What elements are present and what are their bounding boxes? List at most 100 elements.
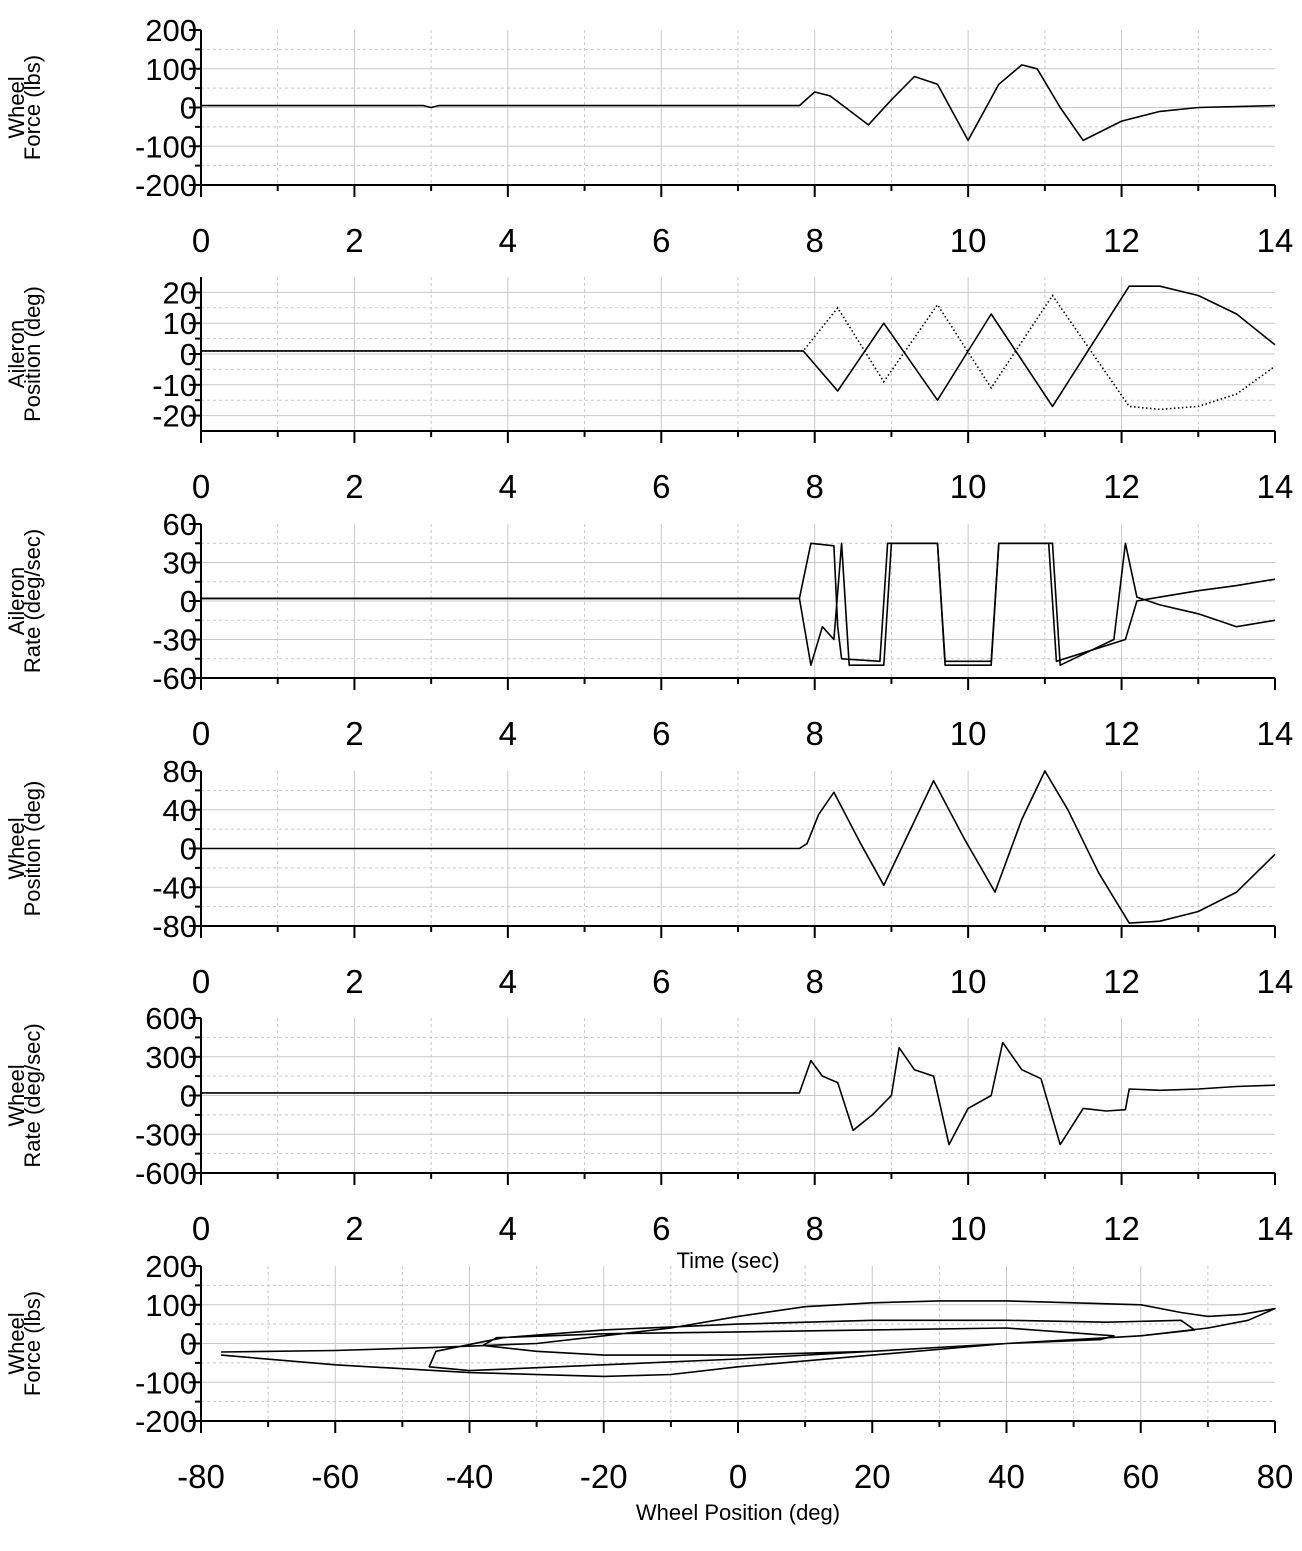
x-tick-label: 2 bbox=[345, 715, 363, 752]
y-axis-label: Wheel bbox=[4, 76, 29, 138]
x-tick-label: 0 bbox=[192, 715, 210, 752]
y-tick-label: 300 bbox=[145, 1040, 197, 1075]
y-tick-label: 0 bbox=[180, 584, 197, 619]
x-tick-label: 14 bbox=[1257, 222, 1294, 259]
series-line-1 bbox=[221, 1300, 1276, 1378]
x-axis-label: Time (sec) bbox=[676, 1248, 779, 1273]
y-axis-label: Aileron bbox=[4, 320, 29, 388]
series-line-1 bbox=[201, 1041, 1276, 1146]
x-tick-label: 6 bbox=[652, 963, 670, 1000]
x-tick-label: 0 bbox=[192, 222, 210, 259]
x-tick-label: 6 bbox=[652, 468, 670, 505]
x-tick-label: 4 bbox=[499, 715, 517, 752]
x-tick-label: 8 bbox=[806, 963, 824, 1000]
series-line-2 bbox=[201, 294, 1276, 411]
x-tick-label: 14 bbox=[1257, 715, 1294, 752]
x-tick-label: 12 bbox=[1103, 963, 1140, 1000]
y-tick-label: -20 bbox=[152, 399, 197, 434]
y-tick-label: 80 bbox=[163, 754, 197, 789]
series-line-1 bbox=[201, 542, 1276, 663]
series-line-1 bbox=[201, 64, 1276, 142]
y-tick-label: 10 bbox=[163, 306, 197, 341]
y-tick-label: -40 bbox=[152, 870, 197, 905]
y-tick-label: 30 bbox=[163, 546, 197, 581]
x-tick-label: 8 bbox=[806, 1210, 824, 1247]
y-tick-label: 20 bbox=[163, 275, 197, 310]
y-tick-label: 0 bbox=[180, 337, 197, 372]
y-tick-label: 60 bbox=[163, 507, 197, 542]
y-axis-label: Rate (deg/sec) bbox=[20, 1023, 45, 1167]
y-axis-label: Force (lbs) bbox=[20, 55, 45, 160]
series-line-1 bbox=[201, 770, 1276, 924]
x-tick-label: 2 bbox=[345, 963, 363, 1000]
x-tick-label: 0 bbox=[192, 963, 210, 1000]
x-tick-label: 40 bbox=[988, 1458, 1025, 1495]
y-tick-label: 200 bbox=[145, 13, 197, 48]
x-axis-label: Wheel Position (deg) bbox=[636, 1500, 840, 1525]
x-tick-label: 12 bbox=[1103, 222, 1140, 259]
x-tick-label: 12 bbox=[1103, 1210, 1140, 1247]
y-tick-label: -30 bbox=[152, 623, 197, 658]
y-tick-label: -60 bbox=[152, 661, 197, 696]
x-tick-label: 4 bbox=[499, 222, 517, 259]
x-tick-label: 6 bbox=[652, 222, 670, 259]
y-tick-label: -80 bbox=[152, 909, 197, 944]
series-line-2 bbox=[201, 542, 1276, 667]
x-tick-label: 0 bbox=[192, 468, 210, 505]
x-tick-label: 12 bbox=[1103, 715, 1140, 752]
y-axis-label: Force (lbs) bbox=[20, 1291, 45, 1396]
x-tick-label: 0 bbox=[192, 1210, 210, 1247]
y-tick-label: 100 bbox=[145, 1288, 197, 1323]
y-tick-label: 0 bbox=[180, 1079, 197, 1114]
x-tick-label: -40 bbox=[446, 1458, 494, 1495]
y-tick-label: 600 bbox=[145, 1001, 197, 1036]
x-tick-label: 20 bbox=[854, 1458, 891, 1495]
x-tick-label: 10 bbox=[950, 715, 987, 752]
y-axis-label: Wheel bbox=[4, 817, 29, 879]
y-axis-label: Rate (deg/sec) bbox=[20, 529, 45, 673]
y-tick-label: -200 bbox=[135, 168, 197, 203]
x-tick-label: -80 bbox=[177, 1458, 225, 1495]
x-tick-label: 2 bbox=[345, 1210, 363, 1247]
y-tick-label: -100 bbox=[135, 129, 197, 164]
y-tick-label: 0 bbox=[180, 832, 197, 867]
x-tick-label: 2 bbox=[345, 222, 363, 259]
x-tick-label: 2 bbox=[345, 468, 363, 505]
y-axis-label: Wheel bbox=[4, 1064, 29, 1126]
y-axis-label: Wheel bbox=[4, 1312, 29, 1374]
x-tick-label: 14 bbox=[1257, 963, 1294, 1000]
x-tick-label: 0 bbox=[729, 1458, 747, 1495]
x-tick-label: 8 bbox=[806, 222, 824, 259]
x-tick-label: 10 bbox=[950, 963, 987, 1000]
x-tick-label: 80 bbox=[1257, 1458, 1294, 1495]
x-tick-label: 4 bbox=[499, 963, 517, 1000]
x-tick-label: -20 bbox=[580, 1458, 628, 1495]
x-tick-label: 60 bbox=[1122, 1458, 1159, 1495]
y-tick-label: -200 bbox=[135, 1404, 197, 1439]
series-line-1 bbox=[201, 285, 1276, 408]
x-tick-label: 14 bbox=[1257, 1210, 1294, 1247]
y-tick-label: -600 bbox=[135, 1156, 197, 1191]
x-tick-label: 8 bbox=[806, 715, 824, 752]
y-tick-label: 0 bbox=[180, 1327, 197, 1362]
x-tick-label: -60 bbox=[311, 1458, 359, 1495]
y-tick-label: -100 bbox=[135, 1365, 197, 1400]
y-axis-label: Aileron bbox=[4, 567, 29, 635]
x-tick-label: 6 bbox=[652, 715, 670, 752]
y-tick-label: -10 bbox=[152, 368, 197, 403]
x-tick-label: 14 bbox=[1257, 468, 1294, 505]
y-axis-label: Position (deg) bbox=[20, 781, 45, 917]
y-tick-label: -300 bbox=[135, 1117, 197, 1152]
x-tick-label: 4 bbox=[499, 1210, 517, 1247]
x-tick-label: 12 bbox=[1103, 468, 1140, 505]
y-tick-label: 100 bbox=[145, 52, 197, 87]
y-tick-label: 200 bbox=[145, 1249, 197, 1284]
x-tick-label: 10 bbox=[950, 468, 987, 505]
panel-6: -80 -60 -40 -20 0 20 40 60 802001000-100-200Whee… bbox=[4, 1249, 1293, 1525]
